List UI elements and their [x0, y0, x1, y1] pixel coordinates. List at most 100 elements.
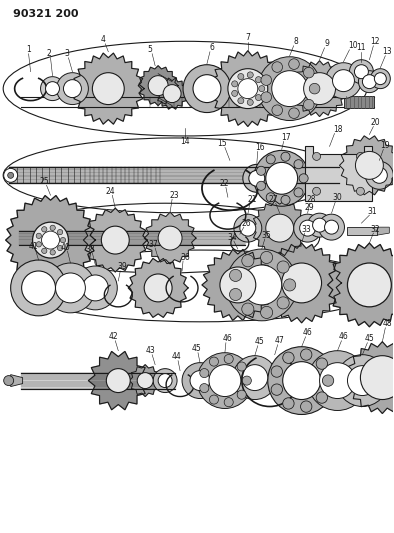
Polygon shape [144, 212, 196, 264]
Circle shape [224, 354, 233, 364]
Text: 46: 46 [303, 328, 312, 337]
Circle shape [183, 64, 231, 112]
Text: 45: 45 [191, 344, 201, 353]
Circle shape [266, 193, 275, 202]
Text: 34: 34 [227, 232, 237, 241]
Text: 47: 47 [275, 336, 284, 345]
Polygon shape [138, 66, 178, 106]
Circle shape [58, 246, 63, 251]
Text: 44: 44 [171, 352, 181, 361]
Circle shape [101, 226, 129, 254]
Circle shape [322, 375, 334, 386]
Text: 19: 19 [381, 141, 390, 150]
Circle shape [226, 249, 297, 321]
Text: 32: 32 [370, 224, 380, 233]
Circle shape [209, 357, 219, 366]
Text: 10: 10 [349, 41, 358, 50]
Circle shape [312, 218, 327, 232]
Text: 28: 28 [307, 195, 316, 204]
Circle shape [58, 229, 63, 235]
Circle shape [36, 233, 41, 238]
Circle shape [229, 269, 242, 281]
Circle shape [247, 72, 253, 78]
Text: 9: 9 [324, 39, 329, 49]
Text: 7: 7 [245, 33, 250, 42]
Circle shape [35, 224, 67, 256]
Circle shape [319, 214, 344, 240]
Polygon shape [6, 196, 95, 285]
Circle shape [46, 263, 95, 313]
Polygon shape [252, 200, 308, 256]
Text: 17: 17 [281, 133, 290, 142]
Circle shape [82, 275, 108, 301]
Circle shape [299, 174, 308, 183]
Polygon shape [305, 147, 372, 201]
Circle shape [361, 356, 394, 400]
Polygon shape [9, 167, 340, 183]
Circle shape [266, 214, 294, 242]
Circle shape [50, 225, 55, 230]
Circle shape [234, 214, 262, 242]
Text: 39: 39 [117, 262, 127, 271]
Circle shape [4, 376, 14, 385]
Text: 48: 48 [383, 319, 392, 328]
Circle shape [243, 164, 271, 192]
Text: 11: 11 [357, 43, 366, 52]
Text: 1: 1 [26, 45, 31, 54]
Circle shape [41, 231, 59, 249]
Circle shape [336, 354, 388, 407]
Bar [348, 227, 377, 235]
Circle shape [242, 265, 282, 305]
Circle shape [348, 263, 391, 307]
Text: 3: 3 [64, 49, 69, 58]
Circle shape [316, 358, 327, 369]
Text: 5: 5 [148, 45, 152, 54]
Circle shape [266, 163, 297, 194]
Circle shape [193, 75, 221, 102]
Text: 18: 18 [333, 125, 342, 134]
Circle shape [230, 71, 266, 107]
Circle shape [312, 187, 321, 195]
Circle shape [294, 214, 322, 242]
Circle shape [182, 362, 218, 399]
Circle shape [258, 56, 322, 120]
Text: 22: 22 [219, 179, 229, 188]
Circle shape [272, 62, 282, 72]
Circle shape [289, 108, 299, 118]
Circle shape [238, 74, 244, 79]
Circle shape [281, 196, 290, 205]
Circle shape [282, 263, 322, 303]
Circle shape [42, 227, 47, 232]
Circle shape [242, 376, 251, 385]
Circle shape [333, 70, 355, 92]
Polygon shape [84, 208, 147, 272]
Text: 40: 40 [61, 243, 71, 252]
Text: 8: 8 [293, 37, 298, 46]
Circle shape [309, 83, 320, 94]
Text: 31: 31 [368, 207, 377, 216]
Circle shape [325, 63, 361, 99]
Circle shape [304, 72, 336, 104]
Polygon shape [72, 53, 144, 124]
Circle shape [255, 77, 262, 83]
Text: 41: 41 [29, 241, 38, 251]
Circle shape [355, 151, 383, 179]
Circle shape [237, 362, 246, 371]
Circle shape [232, 81, 238, 87]
Polygon shape [20, 373, 175, 389]
Circle shape [372, 167, 387, 183]
Circle shape [238, 79, 258, 99]
Circle shape [36, 241, 41, 247]
Circle shape [190, 370, 210, 391]
Circle shape [144, 274, 172, 302]
Circle shape [220, 267, 256, 303]
Circle shape [42, 248, 47, 254]
Circle shape [260, 306, 273, 319]
Circle shape [200, 368, 209, 378]
Circle shape [362, 75, 376, 88]
Circle shape [197, 353, 253, 408]
Text: 16: 16 [255, 143, 265, 152]
Text: 6: 6 [210, 43, 214, 52]
Circle shape [255, 94, 262, 101]
Circle shape [247, 99, 253, 106]
